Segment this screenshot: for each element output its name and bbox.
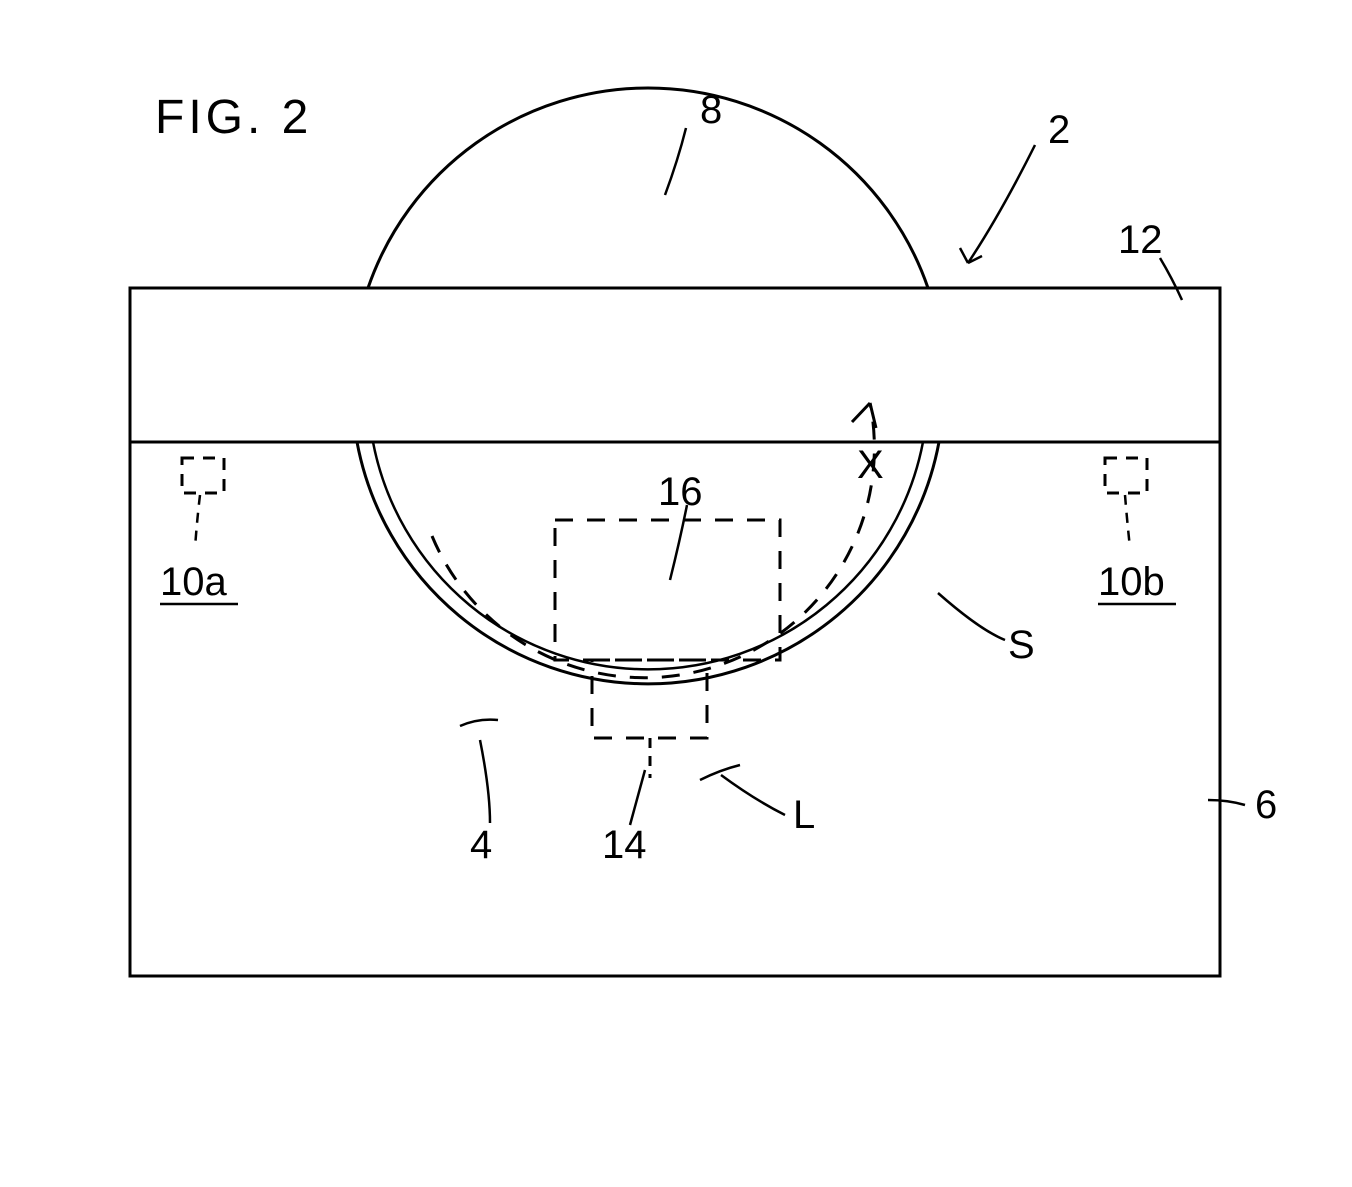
label-4: 4 — [470, 823, 492, 868]
leader-6 — [1208, 800, 1245, 805]
label-12: 12 — [1118, 218, 1163, 263]
housing-rect — [130, 288, 1220, 976]
figure-canvas: FIG. 2 8 2 12 10a 10b 16 X S 4 14 L 6 — [0, 0, 1352, 1187]
leader-10a — [195, 495, 200, 548]
leader-S — [938, 593, 1005, 640]
leader-8 — [665, 128, 686, 195]
label-14: 14 — [602, 823, 647, 868]
leader-16 — [670, 505, 687, 580]
label-16: 16 — [658, 470, 703, 515]
label-X: X — [857, 443, 884, 488]
leader-10b — [1125, 495, 1130, 548]
inner-box-large — [555, 520, 780, 660]
label-10b: 10b — [1098, 560, 1165, 605]
label-L: L — [793, 793, 815, 838]
circle-lower-outer — [357, 442, 939, 684]
leader-L — [721, 775, 785, 815]
label-6: 6 — [1255, 783, 1277, 828]
leader-2 — [968, 145, 1035, 263]
lip-L — [700, 765, 740, 780]
leader-14 — [630, 770, 645, 825]
label-10a: 10a — [160, 560, 227, 605]
label-8: 8 — [700, 88, 722, 133]
label-S: S — [1008, 623, 1035, 668]
lip-4 — [460, 720, 498, 726]
figure-title: FIG. 2 — [155, 90, 312, 145]
leader-12 — [1160, 258, 1182, 300]
leader-2-arrow — [960, 248, 982, 263]
rect-10a — [182, 458, 224, 493]
dome-arc — [368, 88, 928, 288]
leader-4 — [480, 740, 490, 823]
circle-lower-inner — [373, 442, 923, 669]
inner-box-small — [592, 660, 707, 738]
rect-10b — [1105, 458, 1147, 493]
label-2: 2 — [1048, 108, 1070, 153]
